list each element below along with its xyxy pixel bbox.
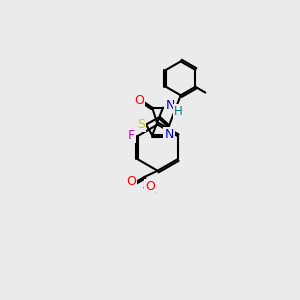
Text: O: O <box>134 94 144 107</box>
Text: N: N <box>166 99 176 112</box>
Text: H: H <box>174 105 182 118</box>
Text: S: S <box>137 118 146 131</box>
Text: F: F <box>128 129 135 142</box>
Text: O: O <box>127 175 136 188</box>
Text: N: N <box>164 128 174 141</box>
Text: O: O <box>145 180 155 194</box>
